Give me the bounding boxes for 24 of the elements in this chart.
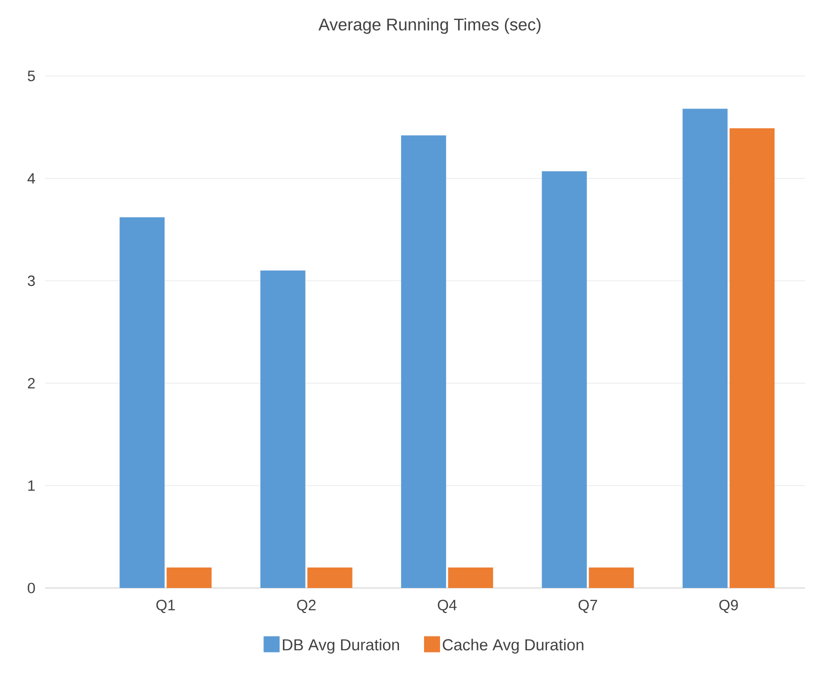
legend-label: Cache Avg Duration: [442, 638, 584, 654]
bar: [120, 217, 165, 588]
bar: [542, 171, 587, 588]
bar: [448, 568, 494, 588]
y-tick-label: 3: [28, 275, 35, 286]
y-tick-label: 4: [28, 173, 36, 184]
bar: [401, 135, 446, 588]
y-tick-label: 1: [28, 480, 35, 491]
bar: [260, 270, 306, 588]
bar: [730, 128, 775, 588]
bar: [307, 568, 352, 588]
x-tick-label: Q9: [719, 600, 738, 614]
x-tick-label: Q7: [578, 600, 598, 614]
bar: [588, 568, 634, 588]
y-tick-label: 5: [28, 70, 35, 82]
legend-label: DB Avg Duration: [282, 638, 399, 654]
bar: [682, 108, 728, 588]
x-tick-label: Q4: [438, 600, 457, 614]
x-tick-label: Q2: [297, 600, 316, 614]
y-tick-label: 2: [28, 378, 35, 388]
x-tick-label: Q1: [156, 600, 175, 614]
bar: [166, 568, 212, 588]
chart-title: Average Running Times (sec): [318, 18, 540, 34]
y-tick-label: 0: [28, 582, 35, 594]
